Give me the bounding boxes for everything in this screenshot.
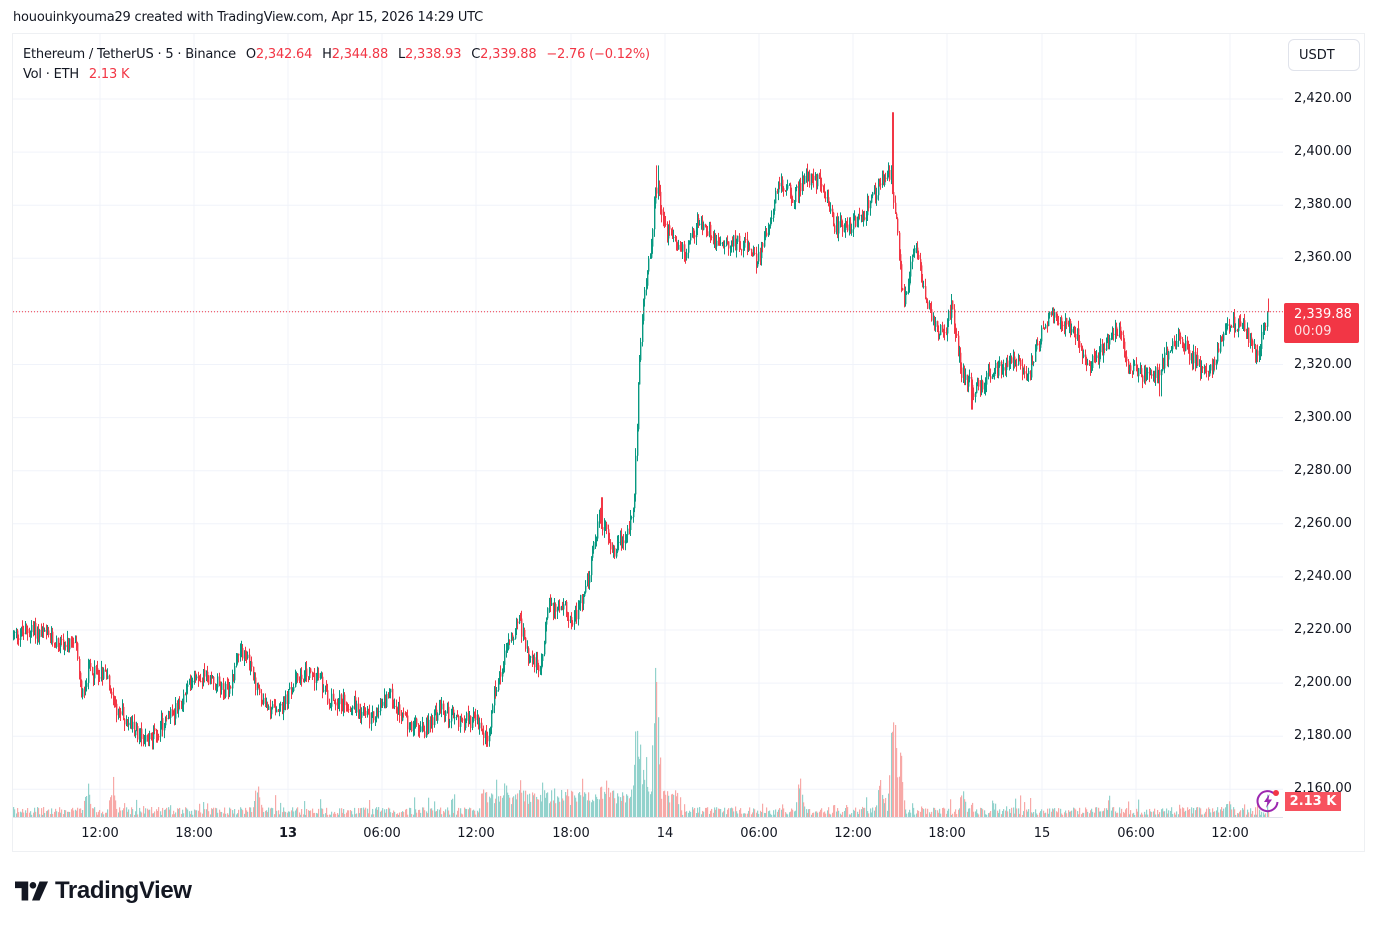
volume-tag: 2.13 K [1285,792,1341,811]
price-axis-label: 2,240.00 [1294,568,1352,584]
close-value: 2,339.88 [480,47,537,62]
open-value: 2,342.64 [255,47,313,62]
chart-frame [12,33,1365,852]
time-axis-label: 18:00 [552,826,590,841]
time-axis-label: 12:00 [81,826,119,841]
price-axis-label: 2,420.00 [1294,91,1352,106]
bar-countdown: 00:09 [1294,324,1332,339]
close-label: C [471,47,481,62]
lightning-bolt-icon[interactable] [1256,789,1280,813]
price-axis-label: 2,400.00 [1294,144,1352,160]
change-value: −2.76 (−0.12%) [546,47,650,62]
time-axis-label: 18:00 [928,826,966,841]
time-axis-label: 13 [278,826,298,841]
time-axis-label: 14 [656,826,674,841]
time-axis-label: 06:00 [740,826,778,841]
price-axis-label: 2,260.00 [1294,515,1352,531]
open-label: O [245,47,256,62]
price-axis-label: 2,200.00 [1294,675,1352,691]
price-axis-label: 2,320.00 [1294,356,1352,372]
chart-credit: hououinkyouma29 created with TradingView… [13,10,484,25]
tradingview-logo-icon [15,881,49,901]
volume-value: 2.13 K [88,67,130,82]
tradingview-logo[interactable]: TradingView [15,877,192,905]
time-axis-label: 06:00 [363,826,401,841]
last-price-tag: 2,339.88 00:09 [1284,303,1359,343]
low-value: 2,338.93 [405,47,462,62]
last-price-value: 2,339.88 [1294,307,1352,322]
price-axis-label: 2,380.00 [1294,197,1352,213]
price-axis-label: 2,360.00 [1294,250,1352,266]
volume-row: Vol · ETH 2.13 K [23,65,650,85]
price-axis-label: 2,180.00 [1294,728,1352,744]
ohlc-row: Ethereum / TetherUS · 5 · Binance O2,342… [23,45,650,65]
tradingview-logo-text: TradingView [55,877,192,904]
price-axis-label: 2,220.00 [1294,622,1352,637]
time-axis-label: 06:00 [1117,826,1155,841]
volume-label[interactable]: Vol · ETH [23,67,79,82]
time-axis-label: 12:00 [834,826,872,841]
high-label: H [322,47,332,62]
symbol-title[interactable]: Ethereum / TetherUS · 5 · Binance [23,47,236,62]
time-axis-label: 18:00 [175,826,213,841]
low-label: L [397,47,405,62]
high-value: 2,344.88 [331,47,389,62]
time-axis-label: 12:00 [1211,826,1249,841]
price-axis-label: 2,280.00 [1294,462,1352,478]
time-axis-label: 15 [1033,826,1051,841]
price-axis-label: 2,300.00 [1294,409,1352,425]
time-axis-label: 12:00 [457,826,495,841]
chart-legend: Ethereum / TetherUS · 5 · Binance O2,342… [23,45,650,85]
currency-unit-button[interactable]: USDT [1288,39,1360,71]
